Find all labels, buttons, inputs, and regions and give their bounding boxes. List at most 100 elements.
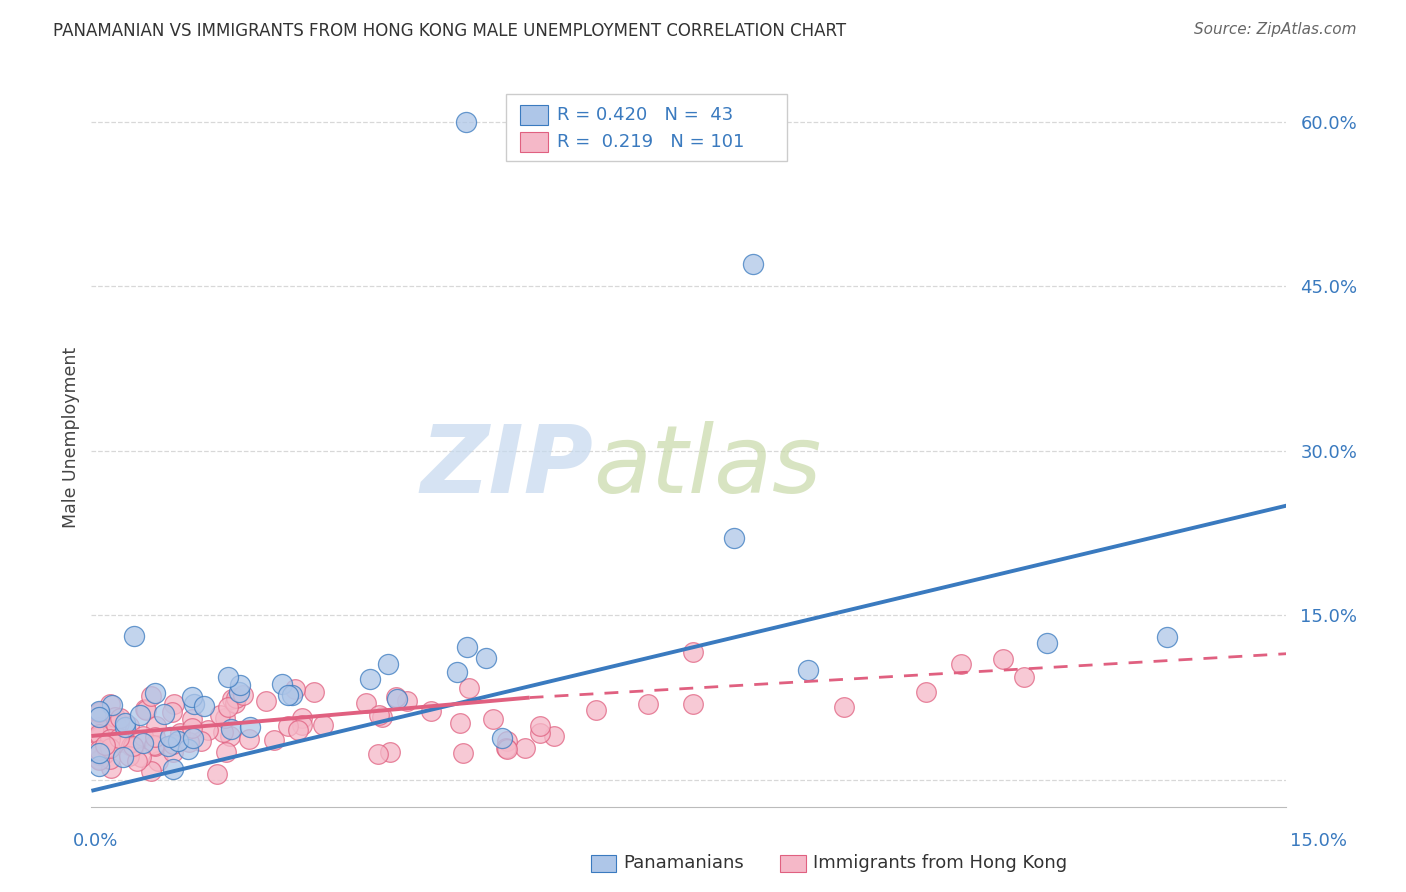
Point — [181, 721, 204, 735]
Point — [89, 752, 111, 766]
Point — [215, 746, 238, 760]
Point — [89, 743, 111, 757]
Point — [496, 733, 519, 747]
Point — [118, 748, 141, 763]
Text: 0.0%: 0.0% — [73, 832, 118, 850]
Point — [98, 732, 121, 747]
Point — [371, 710, 394, 724]
Point — [543, 729, 565, 743]
Point — [585, 703, 607, 717]
Point — [496, 742, 519, 756]
Point — [741, 257, 763, 271]
Point — [167, 733, 190, 747]
Point — [134, 702, 156, 716]
Point — [143, 730, 166, 744]
Point — [181, 690, 204, 705]
Point — [219, 729, 242, 743]
Point — [177, 735, 200, 749]
Point — [232, 688, 254, 702]
Point — [368, 707, 391, 722]
Point — [797, 663, 820, 677]
Point — [162, 762, 184, 776]
Point — [219, 722, 242, 736]
Point — [135, 703, 157, 717]
Point — [682, 645, 704, 659]
Point — [291, 718, 314, 732]
Point — [491, 731, 513, 745]
Point — [122, 629, 145, 643]
Point — [224, 696, 246, 710]
Point — [122, 740, 145, 755]
Point — [367, 747, 389, 761]
Point — [163, 697, 186, 711]
Point — [385, 690, 408, 705]
Point — [238, 731, 260, 746]
Point — [378, 745, 401, 759]
Point — [89, 706, 111, 721]
Point — [94, 739, 117, 753]
Point — [89, 747, 111, 761]
Point — [104, 718, 127, 732]
Point — [132, 736, 155, 750]
Text: Panamanians: Panamanians — [623, 855, 744, 872]
Text: R =  0.219   N = 101: R = 0.219 N = 101 — [557, 133, 744, 151]
Point — [183, 697, 205, 711]
Point — [271, 677, 294, 691]
Point — [225, 690, 247, 705]
Point — [475, 650, 498, 665]
Text: ZIP: ZIP — [420, 421, 593, 513]
Point — [453, 746, 475, 760]
Point — [177, 742, 200, 756]
Point — [89, 727, 111, 741]
Point — [529, 726, 551, 740]
Point — [229, 678, 252, 692]
Point — [1012, 671, 1035, 685]
Point — [125, 754, 148, 768]
Text: Immigrants from Hong Kong: Immigrants from Hong Kong — [813, 855, 1067, 872]
Point — [132, 729, 155, 743]
Point — [915, 685, 938, 699]
Point — [159, 730, 181, 744]
Point — [100, 761, 122, 775]
Point — [254, 694, 277, 708]
Point — [420, 704, 443, 718]
Point — [276, 688, 298, 702]
Point — [387, 691, 409, 706]
Point — [98, 740, 121, 755]
Point — [104, 710, 127, 724]
Point — [162, 745, 184, 759]
Point — [454, 114, 477, 128]
Point — [217, 670, 239, 684]
Point — [217, 700, 239, 714]
Point — [395, 694, 418, 708]
Point — [114, 715, 136, 730]
Point — [481, 712, 503, 726]
Y-axis label: Male Unemployment: Male Unemployment — [62, 346, 80, 528]
Point — [122, 739, 145, 753]
Point — [157, 739, 180, 754]
Point — [89, 720, 111, 734]
Point — [1156, 630, 1178, 644]
Point — [284, 681, 307, 696]
Point — [291, 711, 314, 725]
Point — [89, 705, 111, 719]
Point — [181, 731, 204, 745]
Point — [197, 723, 219, 737]
Point — [356, 696, 378, 710]
Point — [682, 698, 704, 712]
Point — [359, 672, 381, 686]
Point — [128, 707, 150, 722]
Point — [114, 720, 136, 734]
Point — [110, 711, 132, 725]
Point — [180, 712, 202, 726]
Point — [193, 699, 215, 714]
Point — [169, 725, 191, 739]
Point — [145, 719, 167, 733]
Point — [142, 739, 165, 753]
Point — [377, 657, 399, 672]
Point — [89, 704, 111, 718]
Point — [190, 734, 212, 748]
Point — [723, 531, 745, 545]
Point — [277, 719, 299, 733]
Point — [281, 688, 304, 702]
